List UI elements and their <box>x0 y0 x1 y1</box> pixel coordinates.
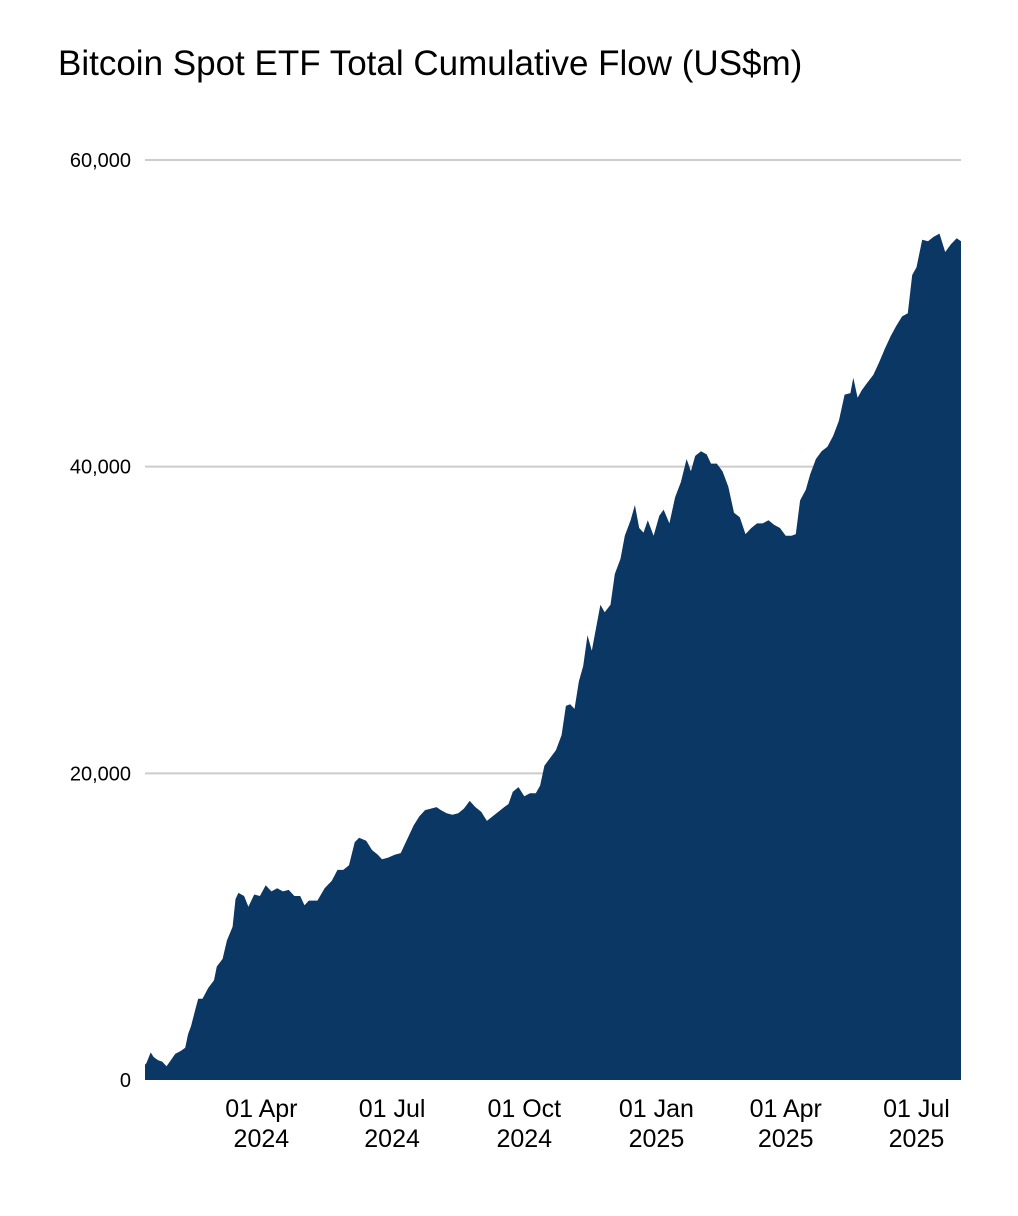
x-tick-label-year: 2025 <box>629 1125 685 1153</box>
y-tick-label: 20,000 <box>70 763 131 785</box>
plot-area <box>145 233 961 1081</box>
y-tick-label: 60,000 <box>70 150 131 172</box>
x-tick-label-year: 2025 <box>758 1125 814 1153</box>
x-tick-label-date: 01 Jul <box>883 1095 950 1123</box>
x-tick-label-date: 01 Apr <box>225 1095 297 1123</box>
cumulative-flow-area <box>145 233 961 1081</box>
x-tick-label-year: 2025 <box>889 1125 945 1153</box>
x-tick-label-date: 01 Jan <box>619 1095 694 1123</box>
x-tick-label-year: 2024 <box>496 1125 552 1153</box>
chart-title: Bitcoin Spot ETF Total Cumulative Flow (… <box>58 44 803 83</box>
y-axis-ticks: 0 20,000 40,000 60,000 <box>70 150 131 1092</box>
x-tick-label-date: 01 Oct <box>487 1095 561 1123</box>
x-tick-label-date: 01 Apr <box>750 1095 822 1123</box>
x-tick-label-year: 2024 <box>364 1125 420 1153</box>
x-tick-label-year: 2024 <box>234 1125 290 1153</box>
y-tick-label: 40,000 <box>70 457 131 479</box>
x-tick-label-date: 01 Jul <box>359 1095 426 1123</box>
y-tick-label: 0 <box>120 1070 131 1092</box>
